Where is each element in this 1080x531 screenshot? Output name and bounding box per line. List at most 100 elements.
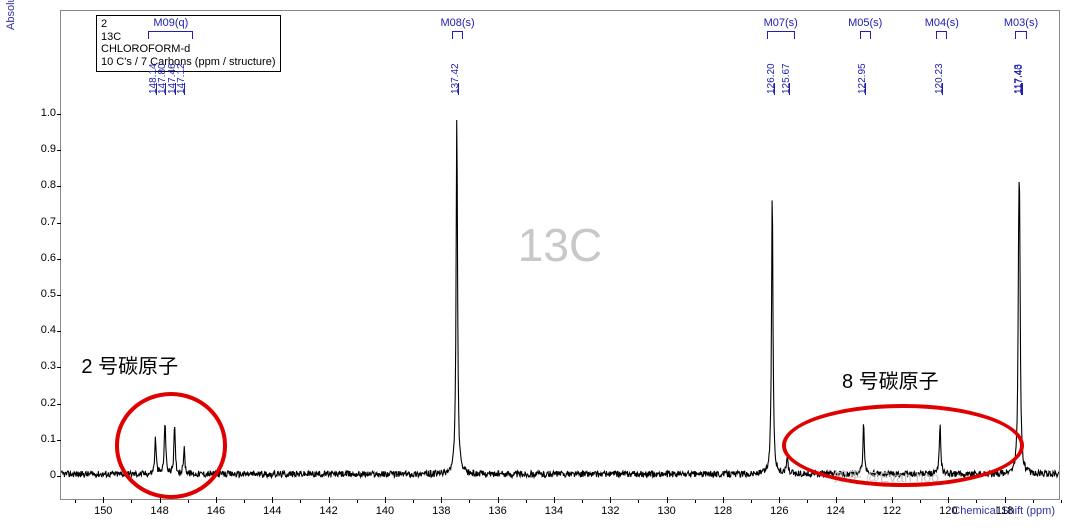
x-tick-label: 142 <box>319 505 337 517</box>
y-tick-label: 0.8 <box>26 179 56 191</box>
y-tick-label: 0.4 <box>26 324 56 336</box>
x-minor-tick <box>75 500 76 503</box>
x-minor-tick <box>357 500 358 503</box>
x-tick-label: 138 <box>432 505 450 517</box>
y-tick-mark <box>57 367 61 368</box>
y-tick-label: 0.6 <box>26 252 56 264</box>
plot-area: 13C 213CCHLOROFORM-d10 C's / 7 Carbons (… <box>60 10 1060 500</box>
x-tick-label: 126 <box>770 505 788 517</box>
y-tick-mark <box>57 150 61 151</box>
x-tick-mark <box>554 497 555 503</box>
x-tick-label: 144 <box>263 505 281 517</box>
x-minor-tick <box>526 500 527 503</box>
x-tick-label: 134 <box>545 505 563 517</box>
multiplet-label: M03(s) <box>1004 17 1038 29</box>
x-minor-tick <box>976 500 977 503</box>
x-tick-mark <box>441 497 442 503</box>
multiplet-bracket <box>860 31 871 39</box>
y-tick-mark <box>57 186 61 187</box>
peak-drop-line <box>865 83 866 95</box>
x-minor-tick <box>864 500 865 503</box>
multiplet-bracket <box>452 31 463 39</box>
x-tick-mark <box>779 497 780 503</box>
peak-drop-line <box>1022 83 1023 95</box>
x-minor-tick <box>807 500 808 503</box>
x-tick-label: 130 <box>657 505 675 517</box>
x-minor-tick <box>638 500 639 503</box>
y-tick-label: 0.5 <box>26 288 56 300</box>
y-axis-label: Absolute <box>5 0 17 30</box>
peak-value-label: 126.20 <box>766 63 777 94</box>
x-tick-label: 132 <box>601 505 619 517</box>
peak-drop-line <box>458 83 459 95</box>
multiplet-label: M05(s) <box>848 17 882 29</box>
x-tick-mark <box>667 497 668 503</box>
x-tick-label: 136 <box>488 505 506 517</box>
y-tick-mark <box>57 440 61 441</box>
x-tick-mark <box>610 497 611 503</box>
x-tick-label: 140 <box>376 505 394 517</box>
y-tick-label: 0.3 <box>26 360 56 372</box>
x-tick-label: 120 <box>939 505 957 517</box>
x-minor-tick <box>131 500 132 503</box>
x-tick-mark <box>1005 497 1006 503</box>
peak-drop-line <box>184 83 185 95</box>
x-tick-mark <box>385 497 386 503</box>
peak-value-label: 120.23 <box>934 63 945 94</box>
y-tick-mark <box>57 259 61 260</box>
x-tick-label: 124 <box>826 505 844 517</box>
x-minor-tick <box>582 500 583 503</box>
x-tick-mark <box>272 497 273 503</box>
x-tick-label: 128 <box>714 505 732 517</box>
x-tick-mark <box>498 497 499 503</box>
x-tick-mark <box>836 497 837 503</box>
y-tick-label: 0 <box>26 469 56 481</box>
y-tick-mark <box>57 476 61 477</box>
x-minor-tick <box>1033 500 1034 503</box>
multiplet-label: M08(s) <box>440 17 474 29</box>
highlight-ellipse <box>115 392 228 498</box>
peak-value-label: 137.42 <box>450 63 461 94</box>
x-tick-mark <box>723 497 724 503</box>
y-tick-label: 0.2 <box>26 397 56 409</box>
x-tick-label: 146 <box>207 505 225 517</box>
y-tick-mark <box>57 295 61 296</box>
highlight-ellipse <box>782 404 1024 488</box>
annotation-text: 2 号碳原子 <box>81 350 178 379</box>
peak-value-label: 125.67 <box>781 63 792 94</box>
info-line: 10 C's / 7 Carbons (ppm / structure) <box>101 56 276 69</box>
multiplet-label: M09(q) <box>153 17 188 29</box>
x-tick-label: 150 <box>94 505 112 517</box>
x-tick-mark <box>892 497 893 503</box>
annotation-text: 8 号碳原子 <box>842 365 939 394</box>
y-tick-label: 0.1 <box>26 433 56 445</box>
x-minor-tick <box>188 500 189 503</box>
x-minor-tick <box>695 500 696 503</box>
peak-value-label: 147.12 <box>176 63 187 94</box>
x-tick-mark <box>216 497 217 503</box>
peak-value-label: 117.40 <box>1014 64 1025 94</box>
x-tick-label: 148 <box>150 505 168 517</box>
y-tick-mark <box>57 331 61 332</box>
y-tick-mark <box>57 114 61 115</box>
x-tick-mark <box>948 497 949 503</box>
x-minor-tick <box>751 500 752 503</box>
multiplet-bracket <box>936 31 947 39</box>
y-tick-label: 0.7 <box>26 216 56 228</box>
x-minor-tick <box>920 500 921 503</box>
x-tick-label: 118 <box>996 505 1014 517</box>
multiplet-bracket <box>767 31 795 39</box>
x-minor-tick <box>413 500 414 503</box>
x-tick-mark <box>103 497 104 503</box>
y-tick-mark <box>57 404 61 405</box>
y-tick-label: 1.0 <box>26 107 56 119</box>
peak-drop-line <box>942 83 943 95</box>
peak-value-label: 122.95 <box>857 63 868 94</box>
x-minor-tick <box>244 500 245 503</box>
info-line: CHLOROFORM-d <box>101 43 276 56</box>
y-tick-mark <box>57 223 61 224</box>
x-tick-mark <box>329 497 330 503</box>
multiplet-label: M04(s) <box>925 17 959 29</box>
multiplet-label: M07(s) <box>764 17 798 29</box>
x-minor-tick <box>469 500 470 503</box>
